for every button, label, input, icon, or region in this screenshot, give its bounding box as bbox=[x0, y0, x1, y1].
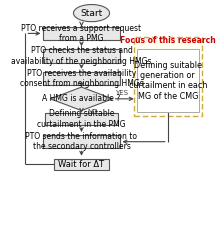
Text: Defining suitable
generation or
curtailment in each
MG of the CMG: Defining suitable generation or curtailm… bbox=[129, 61, 207, 101]
Text: PTO checks the status and
availability of the neighboring HMGs: PTO checks the status and availability o… bbox=[11, 46, 152, 66]
FancyBboxPatch shape bbox=[43, 72, 120, 85]
Text: A HMG is available ?: A HMG is available ? bbox=[42, 94, 121, 103]
FancyBboxPatch shape bbox=[43, 49, 120, 63]
FancyBboxPatch shape bbox=[43, 135, 120, 148]
FancyBboxPatch shape bbox=[54, 159, 109, 170]
Text: Focus of this research: Focus of this research bbox=[120, 36, 216, 45]
Text: PTO receives the availability
consent from neighboring HMGs: PTO receives the availability consent fr… bbox=[20, 69, 143, 88]
FancyBboxPatch shape bbox=[137, 49, 199, 112]
Text: YES: YES bbox=[115, 90, 128, 96]
FancyBboxPatch shape bbox=[43, 27, 120, 40]
Text: NO: NO bbox=[87, 109, 98, 115]
Text: Wait for ΔT: Wait for ΔT bbox=[58, 160, 105, 169]
Polygon shape bbox=[50, 87, 113, 111]
Text: Defining suitable
curtailment in the PMG: Defining suitable curtailment in the PMG bbox=[37, 109, 126, 129]
FancyBboxPatch shape bbox=[45, 113, 118, 125]
Text: PTO sends the information to
the secondary controllers: PTO sends the information to the seconda… bbox=[26, 132, 137, 151]
Text: Start: Start bbox=[80, 9, 103, 18]
FancyBboxPatch shape bbox=[134, 37, 202, 116]
Text: PTO receives a support request
from a PMG: PTO receives a support request from a PM… bbox=[22, 24, 142, 43]
Ellipse shape bbox=[73, 5, 110, 22]
